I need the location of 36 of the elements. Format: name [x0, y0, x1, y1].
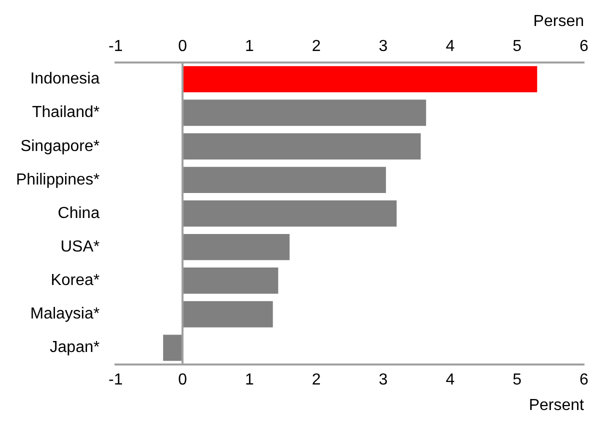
- y-tick-label: USA*: [60, 238, 100, 256]
- bar: [182, 200, 397, 227]
- bar: [182, 133, 421, 160]
- bar: [163, 334, 183, 361]
- x-tick-label: 2: [312, 372, 321, 389]
- x2-tick-label: 4: [446, 38, 455, 56]
- x-tick-label: 3: [378, 372, 388, 389]
- y-tick-label: Indonesia: [30, 70, 100, 88]
- x-axis-title: Persent: [528, 396, 585, 414]
- bar: [182, 66, 538, 92]
- x2-tick-label: -1: [108, 38, 123, 56]
- x-tick-label: 0: [178, 372, 188, 389]
- x2-tick-label: 3: [378, 38, 388, 56]
- y-tick-label: Malaysia*: [30, 306, 100, 323]
- y-tick-label: Japan*: [50, 339, 100, 356]
- bar: [182, 234, 290, 260]
- y-tick-label: Thailand*: [32, 104, 100, 122]
- x2-tick-label: 5: [512, 38, 522, 56]
- x-tick-label: 1: [244, 372, 254, 389]
- y-tick-label: China: [58, 204, 100, 222]
- y-tick-label: Korea*: [50, 272, 100, 290]
- x2-tick-label: 1: [244, 38, 254, 56]
- x2-tick-label: 0: [178, 38, 188, 56]
- x-tick-label: 6: [580, 372, 589, 389]
- x2-axis-title: Persen: [533, 13, 584, 30]
- y-tick-label: Philippines*: [16, 171, 100, 188]
- x2-tick-label: 6: [580, 38, 589, 56]
- bar: [182, 100, 426, 126]
- x-tick-label: -1: [108, 372, 123, 389]
- bar: [182, 301, 273, 328]
- bar: [182, 268, 278, 294]
- x-tick-label: 4: [446, 372, 455, 389]
- x2-tick-label: 2: [312, 38, 321, 56]
- y-tick-label: Singapore*: [20, 138, 100, 155]
- x-tick-label: 5: [512, 372, 522, 389]
- bar: [182, 166, 386, 194]
